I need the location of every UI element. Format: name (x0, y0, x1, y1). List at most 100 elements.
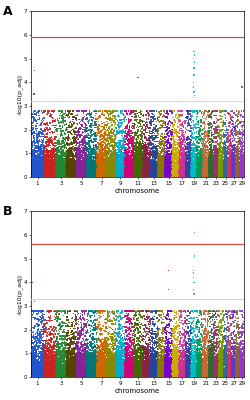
Point (85, 363, 89, 370)
Point (45, 371, 49, 378)
Point (154, 372, 158, 378)
Point (32, 160, 36, 166)
Point (141, 171, 145, 177)
Point (235, 149, 239, 156)
Point (126, 168, 130, 174)
Point (172, 147, 176, 153)
Point (224, 363, 228, 369)
Point (172, 374, 175, 380)
Point (149, 160, 153, 167)
Point (172, 154, 176, 160)
Point (118, 341, 122, 347)
Point (85, 171, 89, 178)
Point (130, 155, 134, 162)
Point (98, 149, 102, 156)
Point (200, 368, 204, 374)
Point (240, 370, 244, 377)
Point (38, 368, 42, 374)
Point (79, 366, 83, 373)
Point (162, 367, 166, 373)
Point (32, 347, 36, 354)
Point (225, 352, 229, 359)
Point (209, 172, 213, 178)
Point (104, 166, 108, 173)
Point (167, 165, 171, 172)
Point (69, 172, 73, 178)
Point (199, 174, 203, 180)
Point (46, 164, 50, 170)
Point (86, 111, 89, 117)
Point (65, 160, 69, 166)
Point (97, 369, 101, 376)
Point (93, 362, 97, 369)
Point (178, 171, 182, 178)
Point (98, 371, 102, 378)
Point (99, 158, 103, 164)
Point (40, 365, 44, 372)
Point (238, 164, 242, 170)
Point (177, 368, 181, 374)
Point (52, 366, 56, 372)
Point (62, 170, 66, 176)
Point (209, 159, 213, 166)
Point (133, 145, 137, 152)
Point (222, 166, 226, 173)
Point (222, 152, 226, 159)
Point (34, 165, 38, 172)
Point (210, 345, 214, 352)
Point (152, 173, 156, 180)
Point (212, 369, 216, 375)
Point (87, 174, 91, 180)
Point (194, 314, 198, 321)
Point (230, 368, 234, 374)
Point (85, 168, 89, 175)
Point (60, 119, 64, 125)
Point (104, 368, 108, 374)
Point (102, 356, 106, 363)
Point (152, 372, 156, 379)
Point (85, 158, 89, 164)
Point (98, 373, 102, 379)
Point (168, 360, 172, 367)
Point (196, 170, 200, 177)
Point (33, 373, 37, 379)
Point (185, 364, 189, 370)
Point (45, 370, 49, 377)
Point (226, 358, 230, 364)
Point (99, 370, 103, 376)
Point (175, 149, 179, 155)
Point (171, 172, 175, 178)
Point (67, 150, 71, 156)
Point (190, 159, 194, 165)
Point (61, 370, 65, 376)
Point (129, 363, 133, 369)
Point (188, 172, 192, 178)
Point (225, 163, 229, 169)
Point (123, 148, 127, 154)
Point (90, 163, 94, 170)
Point (193, 171, 197, 178)
Point (231, 173, 235, 179)
Point (160, 363, 164, 370)
Point (92, 373, 96, 380)
Point (127, 372, 131, 379)
Point (202, 371, 206, 378)
Point (169, 368, 173, 375)
Point (94, 366, 98, 372)
Point (167, 344, 171, 350)
Point (60, 319, 64, 325)
Point (148, 128, 152, 134)
Point (186, 369, 190, 376)
Point (66, 169, 70, 176)
Point (156, 363, 160, 370)
Point (65, 163, 69, 170)
Point (194, 373, 198, 379)
Point (231, 308, 235, 314)
Point (29, 165, 33, 172)
Point (162, 368, 166, 375)
Point (236, 370, 240, 376)
Point (224, 154, 228, 160)
Point (97, 174, 101, 180)
Point (60, 336, 64, 342)
Point (54, 366, 58, 372)
